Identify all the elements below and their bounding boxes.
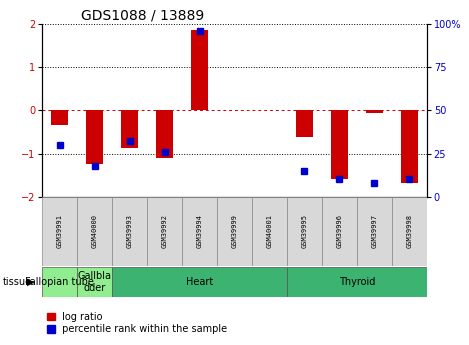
Bar (51, 110, 68, 126)
Text: tissue: tissue (2, 277, 31, 287)
Text: GSM39999: GSM39999 (232, 214, 237, 248)
Bar (392, 197, 427, 266)
Text: GSM39993: GSM39993 (127, 214, 133, 248)
Text: GSM40000: GSM40000 (91, 214, 98, 248)
Text: GSM39995: GSM39995 (302, 214, 307, 248)
Bar (86, 110, 103, 164)
Text: ▶: ▶ (27, 277, 35, 287)
Bar (357, 197, 392, 266)
Text: GDS1088 / 13889: GDS1088 / 13889 (81, 9, 204, 23)
Text: GSM39996: GSM39996 (336, 214, 342, 248)
Bar (182, 197, 217, 266)
Bar (252, 197, 287, 266)
Bar (366, 110, 383, 112)
Bar (156, 110, 174, 158)
Text: GSM39998: GSM39998 (406, 214, 412, 248)
Bar (42, 267, 77, 297)
Bar (77, 267, 112, 297)
Text: Heart: Heart (186, 277, 213, 287)
Text: Gallbla
dder: Gallbla dder (78, 271, 112, 293)
Text: GSM39991: GSM39991 (57, 214, 63, 248)
Bar (77, 197, 112, 266)
Legend:  log ratio,  percentile rank within the sample: log ratio, percentile rank within the sa… (47, 312, 227, 334)
Text: GSM39994: GSM39994 (197, 214, 203, 248)
Bar (112, 267, 287, 297)
Bar (322, 197, 357, 266)
Bar (112, 197, 147, 266)
Bar (295, 110, 313, 137)
Text: Thyroid: Thyroid (339, 277, 375, 287)
Bar (191, 30, 208, 110)
Text: GSM39992: GSM39992 (162, 214, 167, 248)
Bar (147, 197, 182, 266)
Text: Fallopian tube: Fallopian tube (25, 277, 94, 287)
Bar (42, 197, 77, 266)
Text: GSM39997: GSM39997 (371, 214, 378, 248)
Bar (401, 110, 418, 183)
Text: GSM40001: GSM40001 (266, 214, 272, 248)
Bar (331, 110, 348, 179)
Bar (287, 197, 322, 266)
Bar (287, 267, 427, 297)
Bar (217, 197, 252, 266)
Bar (121, 110, 138, 148)
